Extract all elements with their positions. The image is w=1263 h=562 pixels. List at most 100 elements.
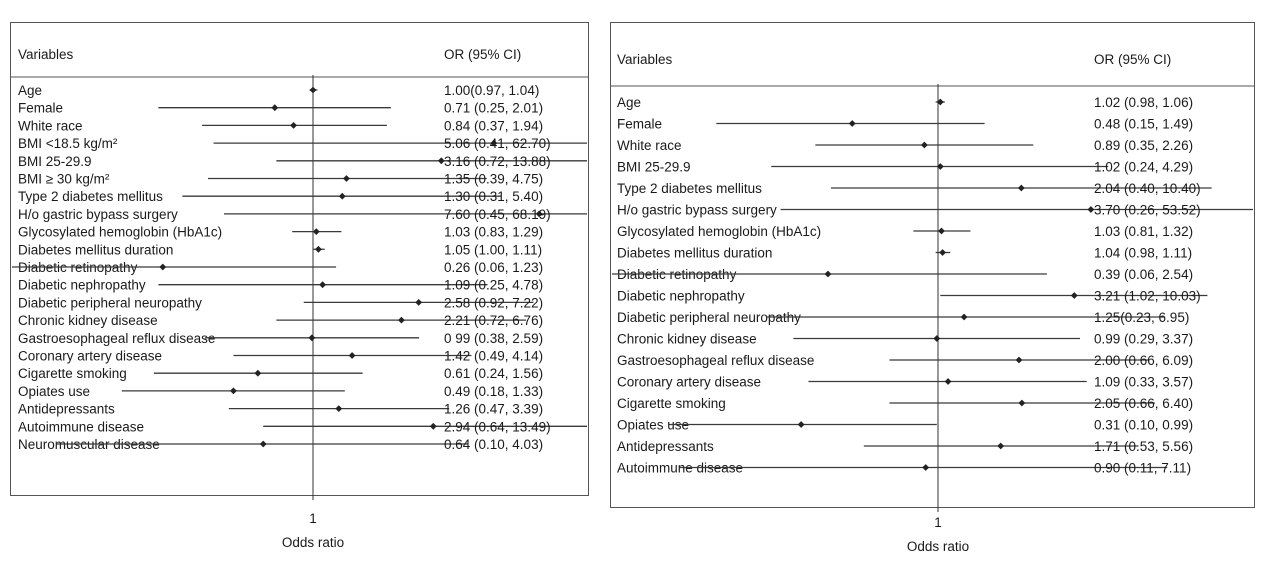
point-estimate <box>338 192 346 200</box>
x-tick-label: 1 <box>309 511 317 526</box>
row-label: BMI 25-29.9 <box>18 154 92 169</box>
row-label: Antidepressants <box>18 402 115 417</box>
point-estimate <box>259 440 267 448</box>
row-or-ci: 0.90 (0.11, 7.11) <box>1094 461 1191 476</box>
point-estimate <box>797 421 805 428</box>
row-or-ci: 0.89 (0.35, 2.26) <box>1094 138 1193 153</box>
point-estimate <box>1015 356 1023 364</box>
point-estimate <box>936 98 944 106</box>
row-label: Diabetes mellitus duration <box>617 246 772 261</box>
row-or-ci: 2.94 (0.64, 13.49) <box>444 419 551 434</box>
forest-plot-left: Variables OR (95% CI) Age 1.00(0.97, 1.04) F… <box>10 22 589 550</box>
row-or-ci: 2.04 (0.40, 10.40) <box>1094 181 1201 196</box>
point-estimate <box>944 378 952 385</box>
row-or-ci: 1.00(0.97, 1.04) <box>444 83 539 98</box>
header-variables: Variables <box>18 47 74 62</box>
point-estimate <box>1017 184 1025 192</box>
row-or-ci: 1.03 (0.81, 1.32) <box>1094 224 1193 239</box>
x-axis-title: Odds ratio <box>907 539 969 554</box>
row-or-ci: 0.49 (0.18, 1.33) <box>444 384 543 399</box>
point-estimate <box>922 464 930 471</box>
point-estimate <box>437 157 445 165</box>
row-or-ci: 0.39 (0.06, 2.54) <box>1094 267 1193 282</box>
row-label: Age <box>18 83 42 98</box>
row-or-ci: 3.16 (0.72, 13.88) <box>444 154 551 169</box>
row-label: Cigarette smoking <box>18 366 127 381</box>
row-label: Diabetic peripheral neuropathy <box>617 310 801 325</box>
row-or-ci: 2.00 (0.66, 6.09) <box>1094 353 1193 368</box>
point-estimate <box>936 163 944 170</box>
row-or-ci: 7.60 (0.45, 68.19) <box>444 207 551 222</box>
row-label: Female <box>617 117 662 132</box>
point-estimate <box>824 270 832 278</box>
row-or-ci: 5.06 (0.41, 62.70) <box>444 136 551 151</box>
row-label: Gastroesophageal reflux disease <box>18 331 215 346</box>
row-label: Female <box>18 101 63 116</box>
row-label: BMI 25-29.9 <box>617 160 691 175</box>
point-estimate <box>938 227 945 235</box>
point-estimate <box>960 313 968 321</box>
row-or-ci: 0.71 (0.25, 2.01) <box>444 101 543 116</box>
point-estimate <box>309 86 317 94</box>
forest-plot-right: Variables OR (95% CI) Age 1.02 (0.98, 1.06)… <box>610 22 1255 554</box>
row-or-ci: 2.21 (0.72, 6.76) <box>444 313 543 328</box>
x-tick-label: 1 <box>934 515 942 530</box>
point-estimate <box>348 352 356 359</box>
point-estimate <box>308 334 316 342</box>
header-or-ci: OR (95% CI) <box>1094 52 1171 67</box>
row-or-ci: 1.04 (0.98, 1.11) <box>1094 246 1192 261</box>
row-label: Type 2 diabetes mellitus <box>617 181 762 196</box>
row-or-ci: 0.99 (0.29, 3.37) <box>1094 332 1193 347</box>
row-label: H/o gastric bypass surgery <box>18 207 178 222</box>
row-or-ci: 0 99 (0.38, 2.59) <box>444 331 543 346</box>
row-label: Antidepressants <box>617 439 714 454</box>
point-estimate <box>920 141 928 149</box>
point-estimate <box>1018 399 1026 407</box>
point-estimate <box>398 316 405 324</box>
row-label: Chronic kidney disease <box>617 332 757 347</box>
point-estimate <box>997 442 1005 450</box>
row-label: Chronic kidney disease <box>18 313 158 328</box>
row-label: Autoimmune disease <box>18 419 144 434</box>
row-label: Diabetic nephropathy <box>18 278 146 293</box>
row-label: Glycosylated hemoglobin (HbA1c) <box>18 225 222 240</box>
point-estimate <box>271 104 279 112</box>
row-or-ci: 3.70 (0.26, 53.52) <box>1094 203 1201 218</box>
row-or-ci: 0.84 (0.37, 1.94) <box>444 118 543 133</box>
point-estimate <box>230 387 237 395</box>
row-label: Type 2 diabetes mellitus <box>18 189 163 204</box>
plot-frame <box>610 22 1255 508</box>
point-estimate <box>335 405 343 412</box>
point-estimate <box>343 175 350 182</box>
row-label: Diabetic peripheral neuropathy <box>18 295 202 310</box>
row-or-ci: 1.09 (0.33, 3.57) <box>1094 375 1193 390</box>
row-or-ci: 0.31 (0.10, 0.99) <box>1094 418 1193 433</box>
row-label: White race <box>617 138 682 153</box>
point-estimate <box>290 122 297 129</box>
point-estimate <box>535 210 543 218</box>
row-label: Opiates use <box>18 384 90 399</box>
row-or-ci: 1.02 (0.24, 4.29) <box>1094 160 1193 175</box>
row-or-ci: 0.48 (0.15, 1.49) <box>1094 117 1193 132</box>
row-label: Cigarette smoking <box>617 396 726 411</box>
row-or-ci: 1.71 (0.53, 5.56) <box>1094 439 1193 454</box>
row-label: Coronary artery disease <box>617 375 761 390</box>
row-or-ci: 1.42 (0.49, 4.14) <box>444 349 543 364</box>
row-or-ci: 0.26 (0.06, 1.23) <box>444 260 543 275</box>
row-label: Diabetes mellitus duration <box>18 242 173 257</box>
row-label: Glycosylated hemoglobin (HbA1c) <box>617 224 821 239</box>
header-or-ci: OR (95% CI) <box>444 47 521 62</box>
point-estimate <box>159 263 167 271</box>
row-label: BMI ≥ 30 kg/m² <box>18 172 110 187</box>
row-or-ci: 1.35 (0.39, 4.75) <box>444 172 543 187</box>
row-or-ci: 1.09 (0.25, 4.78) <box>444 278 543 293</box>
row-label: Autoimmune disease <box>617 461 743 476</box>
point-estimate <box>254 369 262 377</box>
point-estimate <box>848 120 856 127</box>
row-or-ci: 1.25(0.23, 6.95) <box>1094 310 1189 325</box>
row-or-ci: 2.05 (0.66, 6.40) <box>1094 396 1193 411</box>
row-or-ci: 2.58 (0.92, 7.22) <box>444 295 543 310</box>
row-label: H/o gastric bypass surgery <box>617 203 777 218</box>
point-estimate <box>312 228 320 235</box>
row-label: Opiates use <box>617 418 689 433</box>
